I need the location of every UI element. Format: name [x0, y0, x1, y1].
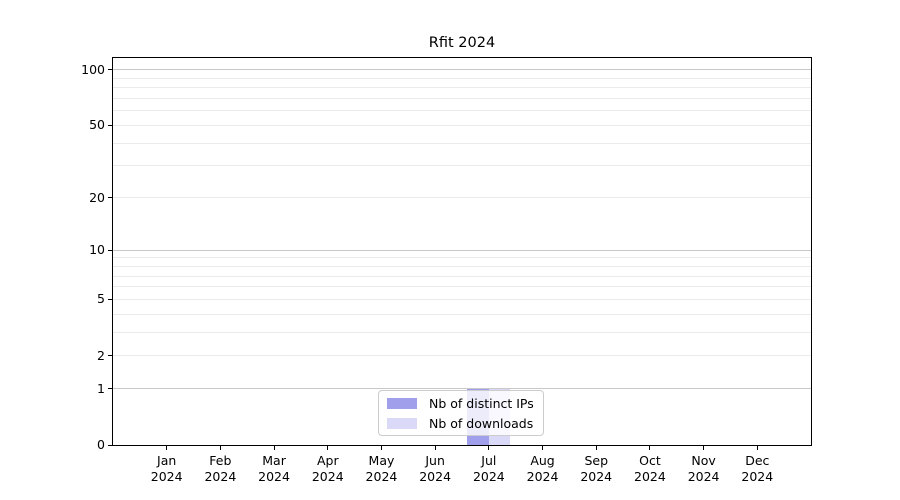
legend-entry-downloads: Nb of downloads — [387, 415, 543, 432]
legend-label-downloads: Nb of downloads — [429, 415, 534, 431]
x-axis-tick — [219, 446, 221, 450]
x-axis-tick — [595, 446, 597, 450]
y-axis-tick-label: 100 — [81, 61, 105, 77]
y-axis-tick-label: 50 — [89, 117, 105, 133]
plot-area: Nb of distinct IPs Nb of downloads 0 1 2 5 1… — [81, 57, 812, 484]
x-axis-tick-label: Dec 2024 — [741, 453, 774, 484]
y-axis-tick — [108, 388, 112, 390]
y-axis-tick — [108, 249, 112, 251]
x-axis-tick-label: Feb 2024 — [204, 453, 237, 484]
legend-entry-distinct-ips: Nb of distinct IPs — [387, 395, 543, 412]
x-axis-tick-label: Jul 2024 — [472, 453, 505, 484]
legend-swatch-distinct-ips — [387, 397, 417, 409]
major-gridline — [113, 249, 811, 251]
y-axis-tick-label: 1 — [97, 380, 105, 396]
minor-gridline — [113, 257, 811, 259]
y-axis-tick — [108, 197, 112, 199]
minor-gridline — [113, 110, 811, 112]
x-axis-tick — [488, 446, 490, 450]
minor-gridline — [113, 77, 811, 79]
y-axis-tick-label: 2 — [97, 347, 105, 363]
minor-gridline — [113, 124, 811, 126]
minor-gridline — [113, 142, 811, 144]
x-axis-tick-label: Jun 2024 — [419, 453, 452, 484]
y-axis-tick-label: 0 — [97, 437, 105, 452]
x-axis-tick — [649, 446, 651, 450]
x-axis-tick-label: Oct 2024 — [634, 453, 666, 484]
legend-label-distinct-ips: Nb of distinct IPs — [429, 395, 534, 411]
x-axis-tick — [380, 446, 382, 450]
y-axis-tick-label: 20 — [89, 189, 105, 205]
x-axis-tick-label: Mar 2024 — [258, 453, 290, 484]
minor-gridline — [113, 331, 811, 333]
legend: Nb of distinct IPs Nb of downloads — [378, 390, 544, 436]
x-axis-tick — [542, 446, 544, 450]
y-axis-tick — [108, 298, 112, 300]
x-axis-tick — [273, 446, 275, 450]
x-axis-tick-label: Jan 2024 — [150, 453, 183, 484]
y-axis-tick — [108, 355, 112, 357]
minor-gridline — [113, 298, 811, 300]
minor-gridline — [113, 355, 811, 357]
x-axis-tick-label: Aug 2024 — [526, 453, 559, 484]
y-axis-tick — [108, 444, 112, 446]
major-gridline — [113, 69, 811, 71]
x-axis-tick — [327, 446, 329, 450]
x-axis-tick — [756, 446, 758, 450]
legend-swatch-downloads — [387, 417, 417, 429]
major-gridline — [113, 388, 811, 390]
y-axis-tick — [108, 69, 112, 71]
minor-gridline — [113, 313, 811, 315]
minor-gridline — [113, 98, 811, 100]
minor-gridline — [113, 197, 811, 199]
minor-gridline — [113, 87, 811, 89]
y-axis-tick-label: 10 — [89, 242, 105, 258]
minor-gridline — [113, 165, 811, 167]
y-axis-tick-label: 5 — [97, 291, 105, 307]
chart-title: Rfit 2024 — [428, 35, 496, 51]
x-axis-tick — [703, 446, 705, 450]
minor-gridline — [113, 286, 811, 288]
x-axis-tick — [166, 446, 168, 450]
minor-gridline — [113, 275, 811, 277]
x-axis-tick-label: Sep 2024 — [580, 453, 613, 484]
x-axis-tick-label: May 2024 — [365, 453, 398, 484]
minor-gridline — [113, 265, 811, 267]
x-axis-tick-label: Apr 2024 — [311, 453, 344, 484]
x-axis-tick — [434, 446, 436, 450]
x-axis-tick-label: Nov 2024 — [687, 453, 720, 484]
y-axis-tick — [108, 124, 112, 126]
